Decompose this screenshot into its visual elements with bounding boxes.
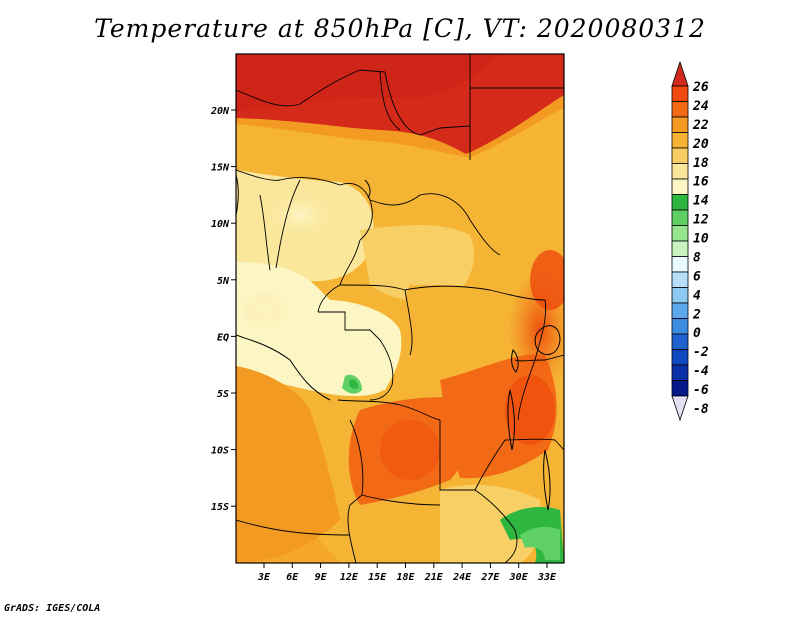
colorbar-swatch — [671, 333, 689, 350]
lon-label: 24E — [452, 572, 472, 583]
lat-label: 5S — [217, 389, 229, 400]
colorbar-swatch — [671, 85, 689, 102]
lon-label: 15E — [368, 572, 387, 583]
colorbar-swatch — [671, 194, 689, 211]
colorbar-label: 18 — [693, 156, 709, 171]
colorbar-bottom-arrow — [671, 395, 689, 422]
colorbar-label: 10 — [693, 232, 709, 247]
colorbar-label: -6 — [693, 383, 709, 398]
colorbar-top-arrow — [671, 60, 689, 87]
colorbar-swatch — [671, 132, 689, 149]
colorbar-swatch — [671, 256, 689, 273]
lat-label: 15S — [211, 502, 229, 513]
colorbar-swatch — [671, 147, 689, 164]
lat-label: 20N — [210, 106, 230, 117]
lat-label: 15N — [211, 163, 230, 174]
lon-label: 9E — [315, 572, 328, 583]
colorbar-label: 26 — [692, 80, 709, 95]
lon-label: 6E — [286, 572, 299, 583]
lat-label: 10S — [211, 446, 229, 457]
colorbar-label: 22 — [692, 118, 709, 133]
colorbar-label: 0 — [693, 326, 701, 341]
temperature-field — [236, 54, 564, 563]
colorbar-label: 2 — [692, 307, 701, 322]
colorbar-swatch — [671, 271, 689, 288]
colorbar-swatch — [671, 240, 689, 257]
colorbar-swatch — [671, 101, 689, 118]
colorbar-swatch — [671, 302, 689, 319]
lon-label: 21E — [424, 572, 444, 583]
colorbar-swatch — [671, 364, 689, 381]
longitude-axis: 3E 6E 9E 12E 15E 18E 21E 24E 27E 30E 33E — [257, 563, 557, 583]
lon-label: 33E — [537, 572, 557, 583]
lon-label: 18E — [396, 572, 415, 583]
colorbar-label: 12 — [693, 213, 709, 228]
colorbar-swatch — [671, 287, 689, 304]
colorbar-label: 14 — [693, 194, 709, 209]
map-title: Temperature at 850hPa [C], VT: 202008031… — [94, 14, 706, 43]
colorbar-swatch — [671, 209, 689, 226]
country-borders — [236, 54, 564, 563]
colorbar-label: 6 — [693, 269, 701, 284]
colorbar-label: 8 — [693, 250, 701, 265]
colorbar-label: -2 — [693, 345, 709, 360]
lon-label: 3E — [257, 572, 271, 583]
colorbar-swatch — [671, 318, 689, 335]
grads-credit: GrADS: IGES/COLA — [4, 603, 101, 614]
colorbar-label: 24 — [692, 99, 709, 114]
colorbar-swatch — [671, 225, 689, 242]
colorbar-swatch — [671, 380, 689, 397]
colorbar-label: 20 — [692, 137, 709, 152]
colorbar-label: -8 — [693, 402, 709, 417]
lat-label: 5N — [217, 276, 230, 287]
colorbar-swatch — [671, 349, 689, 366]
colorbar-swatch — [671, 116, 689, 133]
map-frame — [235, 53, 565, 564]
latitude-axis: 20N 15N 10N 5N EQ 5S 10S 15S — [210, 106, 236, 513]
lat-label: 10N — [211, 219, 230, 230]
lon-label: 27E — [480, 572, 500, 583]
lat-label: EQ — [217, 332, 229, 343]
lakes-and-coastline — [236, 174, 561, 511]
colorbar-label: -4 — [693, 364, 709, 379]
colorbar-label: 16 — [693, 175, 709, 190]
lon-label: 12E — [340, 572, 359, 583]
colorbar-swatch — [671, 178, 689, 195]
lon-label: 30E — [509, 572, 529, 583]
colorbar-label: 4 — [693, 288, 701, 303]
colorbar-swatch — [671, 163, 689, 180]
